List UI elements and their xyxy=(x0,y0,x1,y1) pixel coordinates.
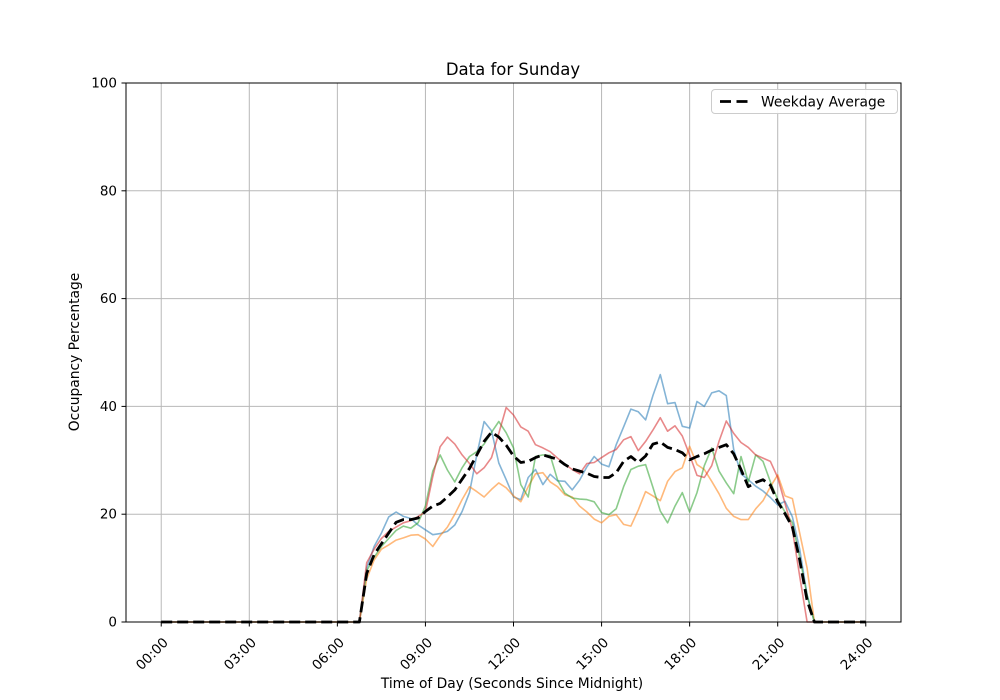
legend-label: Weekday Average xyxy=(761,95,885,111)
chart-title: Data for Sunday xyxy=(446,60,581,79)
y-tick-label: 60 xyxy=(100,291,117,307)
x-tick-label: 03:00 xyxy=(221,635,260,674)
grid-layer xyxy=(126,82,901,623)
y-tick-label: 100 xyxy=(91,76,117,92)
y-axis-label: Occupancy Percentage xyxy=(67,273,83,431)
x-tick-label: 18:00 xyxy=(661,635,700,674)
x-tick-label: 24:00 xyxy=(838,635,877,674)
tick-layer: 00:00 03:00 06:00 09:00 12:00 15:00 18:00 21:00… xyxy=(91,76,876,674)
x-tick-label: 06:00 xyxy=(309,635,348,674)
y-tick-label: 20 xyxy=(100,507,117,523)
x-tick-label: 21:00 xyxy=(749,635,788,674)
y-tick-label: 80 xyxy=(100,183,117,199)
legend-box xyxy=(711,89,898,114)
y-tick-label: 40 xyxy=(100,399,117,415)
x-tick-label: 15:00 xyxy=(573,635,612,674)
legend: Weekday Average xyxy=(711,89,898,114)
x-axis-label: Time of Day (Seconds Since Midnight) xyxy=(380,676,643,692)
x-tick-label: 12:00 xyxy=(485,635,524,674)
x-tick-label: 00:00 xyxy=(133,635,172,674)
y-tick-label: 0 xyxy=(108,615,117,631)
x-tick-label: 09:00 xyxy=(397,635,436,674)
